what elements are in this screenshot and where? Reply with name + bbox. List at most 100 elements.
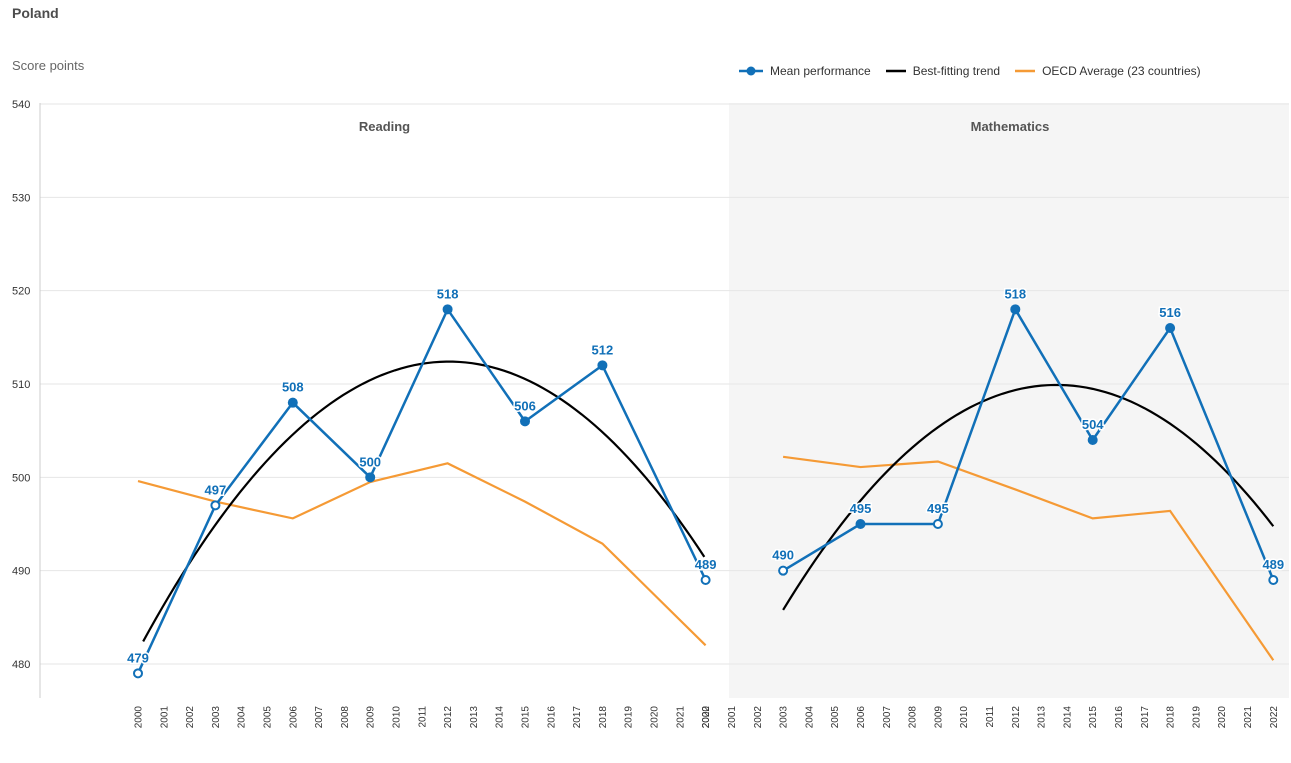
- x-tick-label: 2000: [134, 706, 145, 729]
- oecd-average-line: [137, 462, 707, 647]
- x-tick-label: 2010: [392, 706, 403, 729]
- data-label: 495: [927, 501, 949, 516]
- x-tick-label: 2003: [211, 706, 222, 729]
- y-tick-label: 540: [12, 99, 30, 111]
- data-label: 489: [695, 557, 717, 572]
- data-point-hollow: [700, 575, 711, 585]
- data-label: 518: [437, 286, 459, 301]
- data-point-hollow: [133, 668, 143, 679]
- legend-item-mean-performance[interactable]: Mean performance: [738, 64, 871, 78]
- data-label: 500: [359, 454, 381, 469]
- x-tick-label: 2017: [572, 706, 583, 729]
- oecd-average-line: [782, 455, 1275, 661]
- data-label: 508: [282, 380, 304, 395]
- x-tick-label: 2007: [882, 706, 893, 729]
- x-tick-label: 2003: [779, 706, 790, 729]
- x-tick-label: 2020: [650, 706, 661, 729]
- data-point-hollow: [932, 519, 943, 529]
- data-point: [287, 397, 298, 408]
- data-point-hollow: [210, 500, 221, 511]
- mean-performance-line: [136, 306, 707, 674]
- legend-label-oecd-average: OECD Average (23 countries): [1042, 64, 1201, 78]
- data-label: 489: [1262, 557, 1284, 572]
- data-point-hollow: [778, 565, 789, 576]
- x-tick-label: 2007: [314, 706, 325, 729]
- x-tick-label: 2021: [675, 706, 686, 729]
- data-label: 479: [127, 650, 149, 665]
- best-fitting-trend-line: [782, 383, 1275, 611]
- y-tick-label: 520: [12, 286, 30, 298]
- panel-title-mathematics: Mathematics: [971, 119, 1050, 134]
- x-tick-label: 2015: [1088, 706, 1099, 729]
- x-tick-label: 2012: [443, 706, 454, 729]
- x-tick-label: 2005: [830, 706, 841, 729]
- y-tick-label: 530: [12, 192, 30, 204]
- x-tick-label: 2015: [521, 706, 532, 729]
- data-label: 518: [1004, 286, 1026, 301]
- y-tick-label: 500: [12, 472, 30, 484]
- x-tick-label: 2008: [340, 706, 351, 729]
- data-label: 512: [592, 342, 614, 357]
- y-axis-label: Score points: [12, 58, 85, 73]
- y-tick-label: 510: [12, 379, 30, 391]
- data-label: 497: [205, 482, 227, 497]
- x-tick-label: 2009: [933, 706, 944, 729]
- data-point: [442, 304, 453, 315]
- x-tick-label: 2002: [753, 706, 764, 729]
- data-point: [1010, 304, 1021, 315]
- x-tick-label: 2014: [1062, 706, 1073, 729]
- data-label: 504: [1082, 417, 1104, 432]
- x-tick-label: 2009: [366, 706, 377, 729]
- x-tick-label: 2000: [701, 706, 712, 729]
- legend-label-best-fitting-trend: Best-fitting trend: [912, 64, 1001, 78]
- legend-label-mean-performance: Mean performance: [770, 64, 871, 78]
- x-tick-label: 2022: [701, 706, 712, 729]
- x-tick-label: 2011: [417, 706, 428, 728]
- data-label: 490: [772, 548, 794, 563]
- x-tick-label: 2006: [856, 706, 867, 729]
- data-point: [1087, 435, 1098, 445]
- x-tick-label: 2001: [727, 706, 738, 729]
- data-label: 506: [514, 398, 536, 413]
- x-tick-label: 2016: [1114, 706, 1125, 729]
- legend-item-oecd-average[interactable]: OECD Average (23 countries): [1014, 64, 1201, 78]
- y-tick-label: 490: [12, 566, 30, 578]
- data-point: [597, 360, 608, 371]
- line-icon: [1015, 69, 1036, 73]
- x-tick-label: 2020: [1217, 706, 1228, 729]
- x-tick-label: 2019: [624, 706, 635, 729]
- data-point: [855, 519, 866, 529]
- x-tick-label: 2004: [804, 706, 815, 729]
- data-point: [1165, 323, 1176, 333]
- data-point: [365, 472, 376, 483]
- data-point-hollow: [1268, 575, 1279, 585]
- country-title: Poland: [12, 5, 59, 21]
- x-tick-label: 2013: [1037, 706, 1048, 729]
- line-icon: [885, 69, 906, 73]
- x-tick-label: 2001: [159, 706, 170, 729]
- x-tick-label: 2012: [1011, 706, 1022, 729]
- panel-background-mathematics: [729, 103, 1289, 698]
- x-tick-label: 2017: [1140, 706, 1151, 729]
- data-point: [520, 416, 530, 427]
- x-tick-label: 2016: [546, 706, 557, 729]
- x-tick-label: 2018: [598, 706, 609, 729]
- legend-item-best-fitting-trend[interactable]: Best-fitting trend: [885, 64, 1000, 78]
- x-tick-label: 2014: [495, 706, 506, 729]
- x-tick-label: 2011: [985, 706, 996, 728]
- x-tick-label: 2019: [1191, 706, 1202, 729]
- data-label: 495: [850, 501, 872, 516]
- x-tick-label: 2022: [1269, 706, 1280, 729]
- x-tick-label: 2006: [288, 706, 299, 729]
- legend: Mean performance Best-fitting trend OECD…: [738, 64, 1215, 78]
- panel-title-reading: Reading: [359, 119, 410, 134]
- x-tick-label: 2005: [263, 706, 274, 729]
- x-tick-label: 2004: [237, 706, 248, 729]
- x-tick-label: 2021: [1243, 706, 1254, 729]
- x-tick-label: 2018: [1166, 706, 1177, 729]
- x-tick-label: 2010: [959, 706, 970, 729]
- line-with-dot-icon: [739, 66, 763, 76]
- y-tick-label: 480: [12, 659, 30, 671]
- x-tick-label: 2008: [908, 706, 919, 729]
